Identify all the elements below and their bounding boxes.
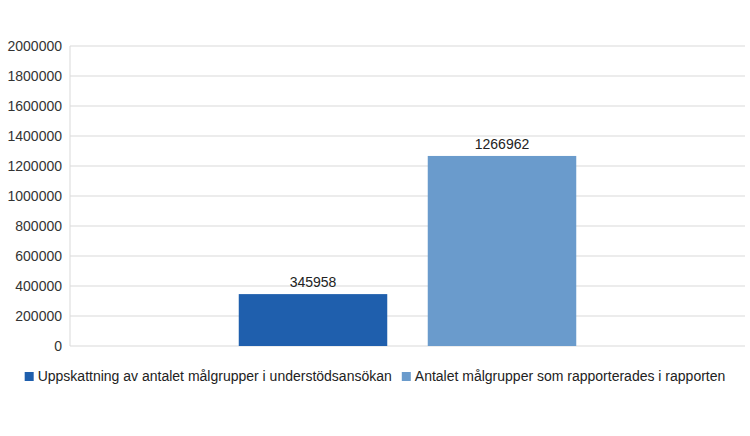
bar (428, 156, 577, 346)
legend-item: Uppskattning av antalet målgrupper i und… (25, 368, 392, 384)
y-tick-label: 1400000 (7, 128, 62, 144)
bars (239, 156, 577, 346)
grid-line (70, 256, 745, 257)
y-tick-label: 200000 (15, 308, 62, 324)
y-tick-labels: 0 200000 400000 600000 800000 1000000 1200000 1… (7, 38, 62, 354)
y-tick-label: 1600000 (7, 98, 62, 114)
y-tick-label: 600000 (15, 248, 62, 264)
data-labels: 345958 1266962 (290, 136, 530, 290)
y-tick-label: 1800000 (7, 68, 62, 84)
grid-line (70, 346, 745, 347)
grid-line (70, 136, 745, 137)
grid-line (70, 196, 745, 197)
legend-label: Antalet målgrupper som rapporterades i r… (415, 368, 726, 384)
legend: Uppskattning av antalet målgrupper i und… (25, 368, 726, 384)
y-tick-label: 0 (54, 338, 62, 354)
y-tick-label: 400000 (15, 278, 62, 294)
data-label: 1266962 (475, 136, 530, 152)
grid-line (70, 166, 745, 167)
y-tick-label: 1000000 (7, 188, 62, 204)
grid (70, 46, 745, 346)
page: {"chart_data": {"type": "bar", "categori… (0, 0, 750, 436)
legend-label: Uppskattning av antalet målgrupper i und… (38, 368, 392, 384)
legend-swatch (402, 372, 411, 381)
legend-item: Antalet målgrupper som rapporterades i r… (402, 368, 726, 384)
legend-swatch (25, 372, 34, 381)
grid-line (70, 316, 745, 317)
y-tick-label: 1200000 (7, 158, 62, 174)
grid-line (70, 286, 745, 287)
chart: 0 200000 400000 600000 800000 1000000 1200000 1… (0, 0, 750, 436)
bar (239, 294, 388, 346)
y-tick-label: 2000000 (7, 38, 62, 54)
chart-container: 0 200000 400000 600000 800000 1000000 1200000 1… (0, 0, 750, 436)
data-label: 345958 (290, 274, 337, 290)
y-tick-label: 800000 (15, 218, 62, 234)
grid-line (70, 226, 745, 227)
grid-line (70, 46, 745, 47)
grid-line (70, 106, 745, 107)
grid-line (70, 76, 745, 77)
y-axis-line (70, 46, 71, 346)
